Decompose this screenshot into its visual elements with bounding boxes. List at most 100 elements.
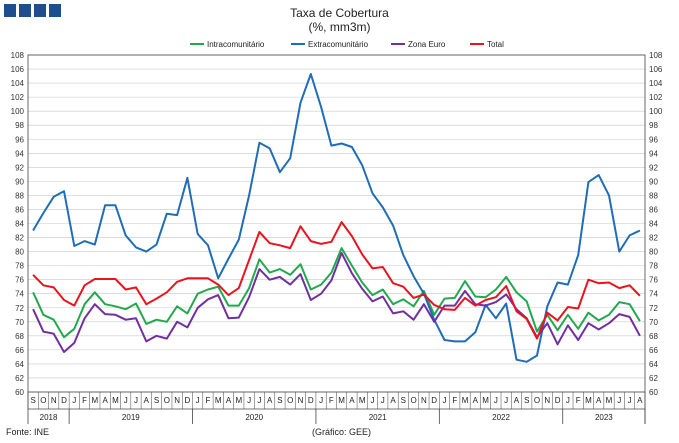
legend-label: Total — [487, 40, 504, 49]
year-label: 2020 — [245, 413, 263, 422]
x-tick-label: F — [452, 396, 457, 405]
y-tick-label-right: 94 — [649, 149, 658, 158]
y-tick-label-left: 98 — [15, 121, 24, 130]
y-tick-label-left: 92 — [15, 163, 24, 172]
year-label: 2019 — [122, 413, 140, 422]
x-tick-label: A — [144, 396, 150, 405]
y-tick-label-left: 102 — [11, 93, 25, 102]
x-tick-label: J — [494, 396, 498, 405]
y-tick-label-left: 82 — [15, 234, 24, 243]
y-tick-label-left: 64 — [15, 360, 24, 369]
x-tick-label: O — [164, 396, 170, 405]
x-tick-label: A — [514, 396, 520, 405]
y-tick-label-right: 104 — [649, 79, 663, 88]
y-tick-label-left: 84 — [15, 220, 24, 229]
y-tick-label-right: 100 — [649, 107, 663, 116]
y-tick-label-left: 88 — [15, 191, 24, 200]
chart-subtitle: (%, mm3m) — [308, 20, 371, 34]
x-tick-label: O — [534, 396, 540, 405]
x-tick-label: M — [338, 396, 345, 405]
y-tick-label-left: 96 — [15, 135, 24, 144]
x-tick-label: A — [637, 396, 643, 405]
x-tick-label: M — [359, 396, 366, 405]
y-tick-label-left: 94 — [15, 149, 24, 158]
x-tick-label: A — [473, 396, 479, 405]
y-tick-label-left: 74 — [15, 290, 24, 299]
year-label: 2022 — [492, 413, 510, 422]
logo-square — [49, 4, 61, 17]
x-tick-label: F — [82, 396, 87, 405]
x-tick-label: J — [504, 396, 508, 405]
y-tick-label-right: 98 — [649, 121, 658, 130]
x-tick-label: J — [370, 396, 374, 405]
series-line-total — [32, 221, 641, 340]
legend-label: Extracomunitário — [308, 40, 369, 49]
y-tick-label-left: 80 — [15, 248, 24, 257]
y-tick-label-left: 76 — [15, 276, 24, 285]
x-tick-label: J — [628, 396, 632, 405]
chart-title: Taxa de Cobertura — [290, 6, 389, 20]
y-tick-label-right: 64 — [649, 360, 658, 369]
chart-credit: (Gráfico: GEE) — [312, 427, 372, 437]
y-tick-label-right: 74 — [649, 290, 658, 299]
y-tick-label-left: 72 — [15, 304, 24, 313]
y-tick-label-left: 106 — [11, 65, 25, 74]
x-tick-label: S — [401, 396, 406, 405]
y-tick-label-right: 86 — [649, 205, 658, 214]
y-tick-label-left: 66 — [15, 346, 24, 355]
x-tick-label: J — [134, 396, 138, 405]
y-tick-label-left: 68 — [15, 332, 24, 341]
y-tick-label-left: 86 — [15, 205, 24, 214]
y-tick-label-right: 82 — [649, 234, 658, 243]
y-tick-label-right: 68 — [649, 332, 658, 341]
y-tick-label-left: 78 — [15, 262, 24, 271]
source-note: Fonte: INE — [6, 427, 50, 437]
series-line-intracomunit-rio — [32, 247, 641, 339]
y-tick-label-right: 108 — [649, 51, 663, 60]
y-tick-label-right: 76 — [649, 276, 658, 285]
y-tick-label-right: 60 — [649, 388, 658, 397]
y-tick-label-right: 88 — [649, 191, 658, 200]
y-tick-label-left: 90 — [15, 177, 24, 186]
y-tick-label-left: 62 — [15, 374, 24, 383]
x-tick-label: J — [566, 396, 570, 405]
y-tick-label-left: 70 — [15, 318, 24, 327]
y-tick-label-right: 66 — [649, 346, 658, 355]
x-tick-label: A — [390, 396, 396, 405]
series-line-extracomunit-rio — [32, 73, 641, 363]
logo-square — [4, 4, 16, 17]
year-label: 2023 — [595, 413, 613, 422]
x-tick-label: F — [206, 396, 211, 405]
y-tick-label-right: 102 — [649, 93, 663, 102]
x-tick-label: A — [596, 396, 602, 405]
x-tick-label: J — [72, 396, 76, 405]
x-tick-label: M — [92, 396, 99, 405]
x-tick-label: J — [247, 396, 251, 405]
x-tick-label: D — [185, 396, 191, 405]
x-tick-label: M — [235, 396, 242, 405]
x-tick-label: D — [555, 396, 561, 405]
year-label: 2018 — [40, 413, 58, 422]
y-tick-label-right: 92 — [649, 163, 658, 172]
year-label: 2021 — [369, 413, 387, 422]
x-tick-label: J — [442, 396, 446, 405]
y-tick-label-right: 78 — [649, 262, 658, 271]
y-tick-label-right: 70 — [649, 318, 658, 327]
y-tick-label-left: 108 — [11, 51, 25, 60]
legend-label: Intracomunitário — [207, 40, 265, 49]
x-tick-label: M — [462, 396, 469, 405]
y-tick-label-right: 84 — [649, 220, 658, 229]
x-tick-label: S — [277, 396, 282, 405]
x-tick-label: D — [431, 396, 437, 405]
y-tick-label-left: 104 — [11, 79, 25, 88]
x-tick-label: F — [329, 396, 334, 405]
x-tick-label: O — [411, 396, 417, 405]
x-tick-label: A — [102, 396, 108, 405]
x-tick-label: A — [349, 396, 355, 405]
x-tick-label: M — [112, 396, 119, 405]
x-tick-label: A — [226, 396, 232, 405]
x-tick-label: M — [606, 396, 613, 405]
x-tick-label: N — [421, 396, 427, 405]
y-tick-label-right: 90 — [649, 177, 658, 186]
